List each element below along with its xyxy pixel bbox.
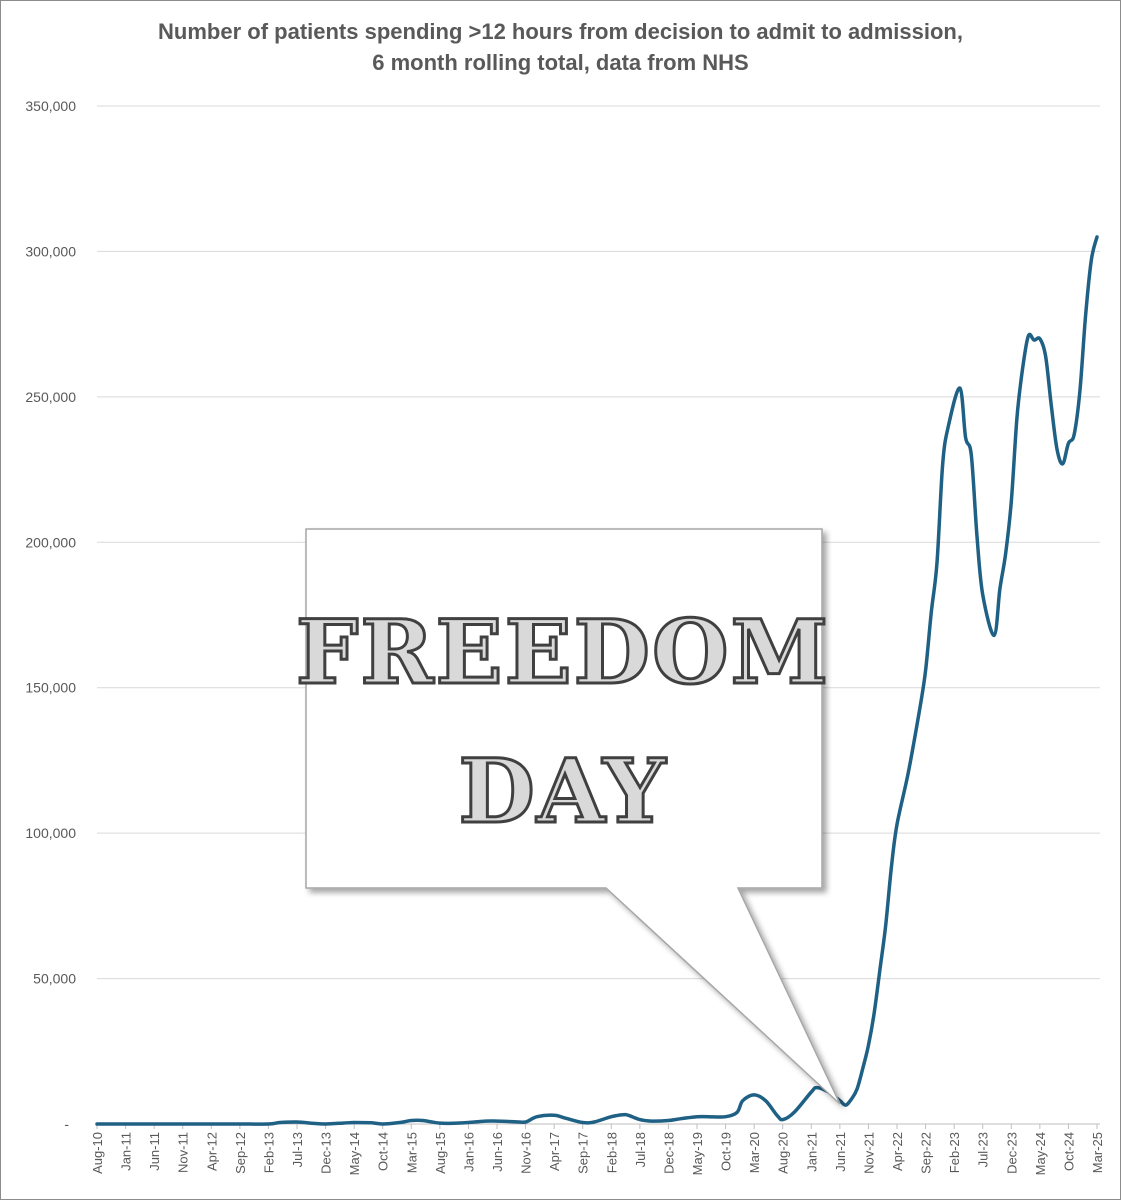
x-tick-label: Mar-20 bbox=[747, 1132, 762, 1173]
x-tick-label: Aug-15 bbox=[433, 1132, 448, 1174]
y-tick-label: 150,000 bbox=[25, 680, 76, 696]
series-layer bbox=[95, 235, 1099, 1126]
x-tick-label: Jan-21 bbox=[804, 1132, 819, 1172]
x-tick-label: Sep-22 bbox=[919, 1132, 934, 1174]
x-tick-label: May-14 bbox=[347, 1132, 362, 1175]
x-tick-label: Apr-22 bbox=[890, 1132, 905, 1171]
freedom-day-callout bbox=[305, 528, 841, 1105]
x-tick-label: Nov-11 bbox=[176, 1132, 191, 1173]
x-tick-label: Jul-18 bbox=[633, 1132, 648, 1167]
x-tick-label: Sep-17 bbox=[576, 1132, 591, 1174]
y-tick-label: - bbox=[64, 1116, 69, 1132]
x-tick-label: Mar-25 bbox=[1090, 1132, 1105, 1173]
x-tick-label: Jun-11 bbox=[147, 1132, 162, 1171]
chart-title-line-2: 6 month rolling total, data from NHS bbox=[372, 50, 749, 75]
x-axis: Aug-10 Jan-11 Jun-11 Nov-11 Apr-12 Sep-12 Feb-… bbox=[90, 1124, 1105, 1175]
y-tick-label: 200,000 bbox=[25, 534, 76, 550]
x-tick-label: Aug-10 bbox=[90, 1132, 105, 1174]
x-tick-label: Apr-12 bbox=[204, 1132, 219, 1171]
y-axis: - 50,000 100,000 150,000 200,000 250,000 300,0… bbox=[25, 98, 76, 1132]
x-tick-label: Feb-23 bbox=[947, 1132, 962, 1173]
x-tick-label: Sep-12 bbox=[233, 1132, 248, 1174]
x-tick-label: May-19 bbox=[690, 1132, 705, 1175]
callout-text-freedom: FREEDOM bbox=[296, 600, 830, 704]
x-tick-label: Dec-23 bbox=[1004, 1132, 1019, 1174]
y-tick-label: 300,000 bbox=[25, 243, 76, 259]
x-tick-label: Nov-16 bbox=[519, 1132, 534, 1174]
x-tick-label: Mar-15 bbox=[404, 1132, 419, 1173]
x-tick-label: Oct-19 bbox=[719, 1132, 734, 1171]
x-tick-label: Oct-14 bbox=[376, 1132, 391, 1171]
y-tick-label: 100,000 bbox=[25, 825, 76, 841]
x-tick-label: Feb-18 bbox=[604, 1132, 619, 1173]
x-tick-label: Jan-11 bbox=[119, 1132, 134, 1171]
series-line bbox=[95, 235, 1099, 1126]
x-tick-label: Dec-18 bbox=[661, 1132, 676, 1174]
chart-title: Number of patients spending >12 hours fr… bbox=[0, 16, 1121, 78]
chart-title-line-1: Number of patients spending >12 hours fr… bbox=[158, 19, 963, 44]
callout-text-day: DAY bbox=[458, 739, 667, 843]
callout-box bbox=[305, 528, 841, 1105]
x-tick-label: Jan-16 bbox=[461, 1132, 476, 1172]
x-tick-label: Jun-21 bbox=[833, 1132, 848, 1172]
x-tick-label: May-24 bbox=[1033, 1132, 1048, 1175]
y-tick-label: 50,000 bbox=[33, 971, 76, 987]
x-tick-label: Aug-20 bbox=[776, 1132, 791, 1174]
x-tick-label: Jul-13 bbox=[290, 1132, 305, 1167]
x-tick-label: Jul-23 bbox=[976, 1132, 991, 1167]
x-tick-label: Oct-24 bbox=[1061, 1132, 1076, 1171]
x-tick-label: Nov-21 bbox=[861, 1132, 876, 1174]
x-tick-label: Dec-13 bbox=[319, 1132, 334, 1174]
x-tick-label: Jun-16 bbox=[490, 1132, 505, 1172]
y-tick-label: 350,000 bbox=[25, 98, 76, 114]
x-tick-label: Feb-13 bbox=[261, 1132, 276, 1173]
y-tick-label: 250,000 bbox=[25, 389, 76, 405]
x-tick-label: Apr-17 bbox=[547, 1132, 562, 1171]
